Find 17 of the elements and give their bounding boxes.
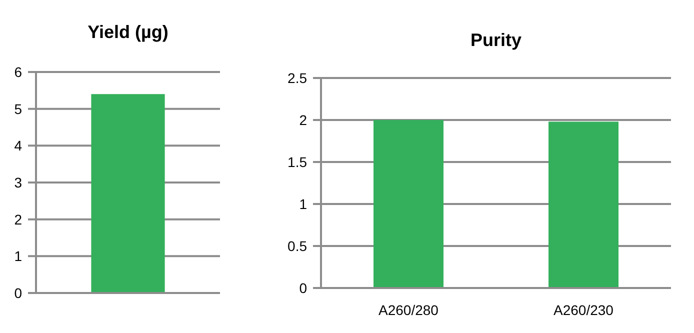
y-tick-label: 6 [14, 64, 22, 80]
y-tick-label: 0 [14, 285, 22, 301]
chart-title: Purity [470, 30, 522, 50]
y-tick-label: 1 [299, 196, 308, 212]
y-tick-label: 2.5 [288, 70, 308, 86]
x-tick-label: A260/280 [378, 302, 439, 318]
y-tick-label: 2 [299, 112, 308, 128]
y-tick-label: 5 [14, 100, 22, 117]
x-tick-label: A260/230 [554, 302, 614, 318]
y-tick-label: 4 [14, 138, 22, 154]
y-tick-label: 0 [299, 280, 308, 296]
y-tick-label: 1 [14, 248, 22, 264]
y-tick-label: 3 [14, 174, 22, 190]
y-tick-label: 2 [14, 211, 22, 228]
chart-title: Yield (µg) [88, 22, 168, 42]
y-tick-label: 1.5 [288, 154, 308, 170]
y-tick-label: 0.5 [288, 238, 308, 254]
